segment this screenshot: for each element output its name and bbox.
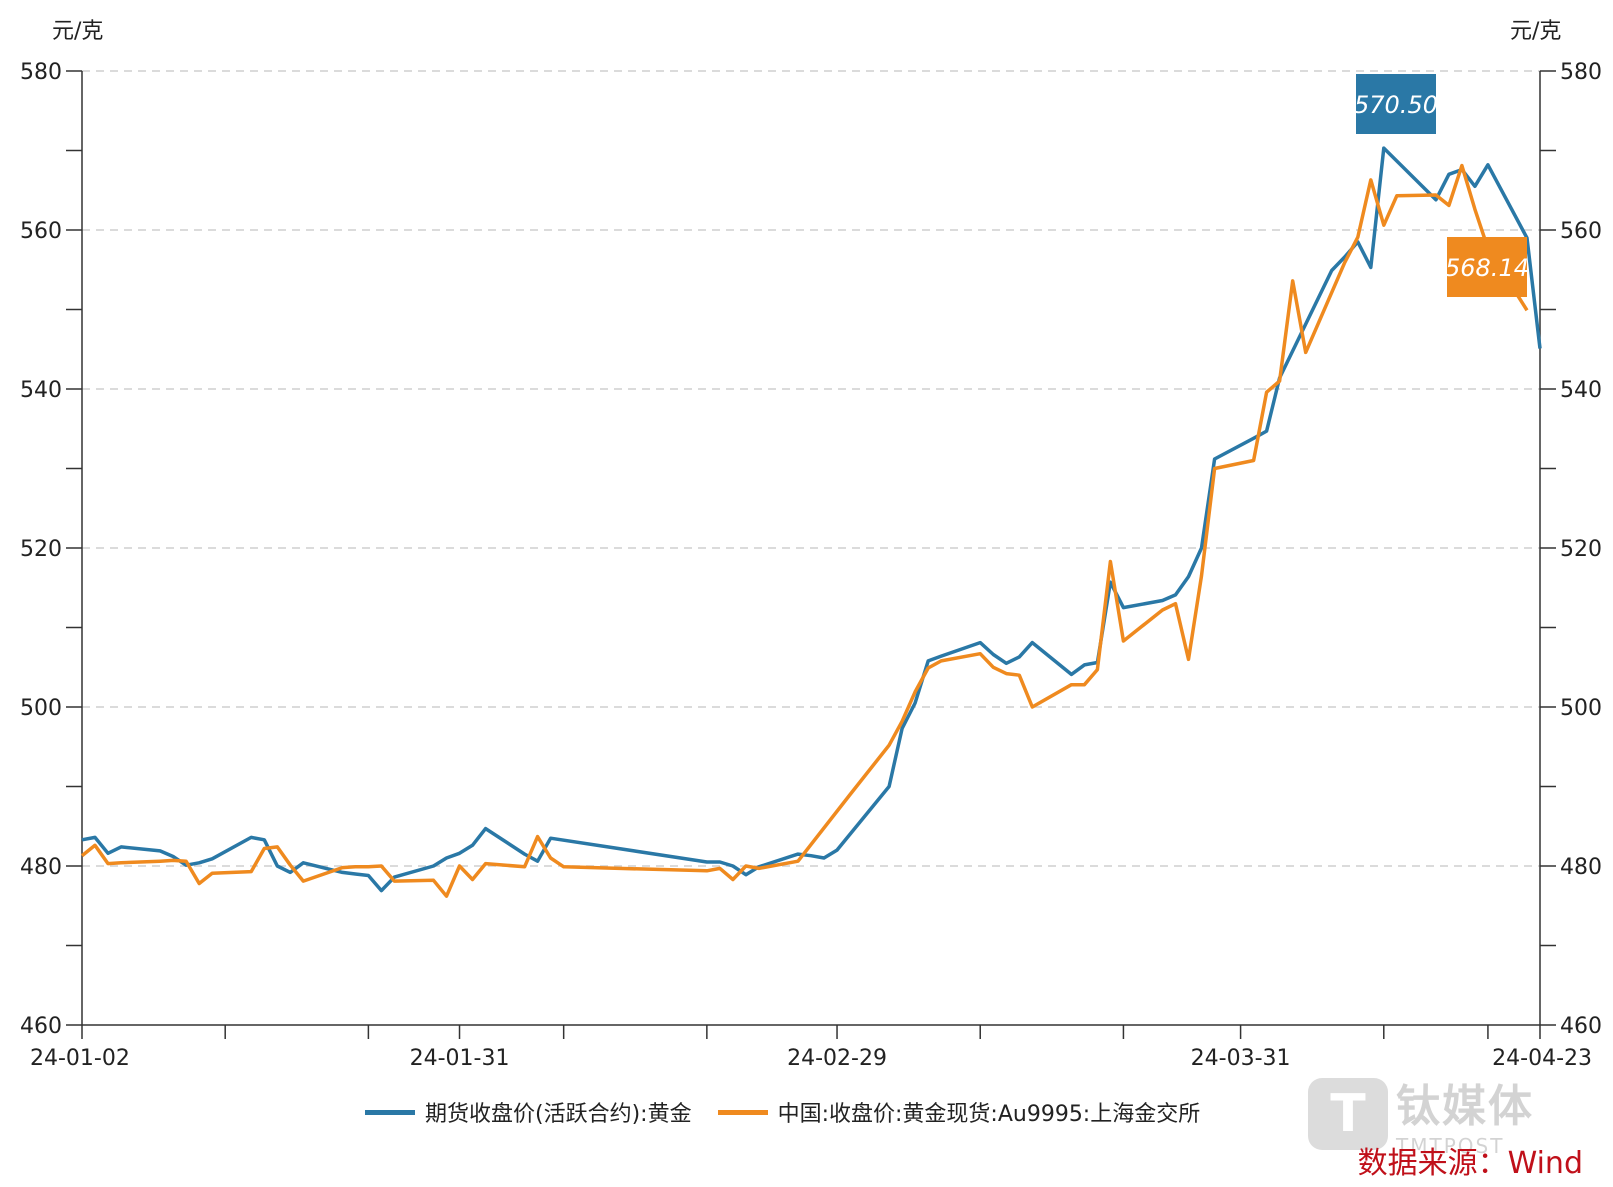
watermark-name-en: TMTPOST bbox=[1396, 1134, 1505, 1158]
legend-item-futures: 期货收盘价(活跃合约):黄金 bbox=[365, 1096, 692, 1128]
legend-item-spot: 中国:收盘价:黄金现货:Au9995:上海金交所 bbox=[717, 1096, 1201, 1128]
series-value-labels: 570.50 568.14 bbox=[1354, 74, 1529, 297]
watermark-name-cn: 钛媒体 bbox=[1396, 1081, 1534, 1132]
legend-label-spot: 中国:收盘价:黄金现货:Au9995:上海金交所 bbox=[777, 1102, 1201, 1127]
legend-label-futures: 期货收盘价(活跃合约):黄金 bbox=[425, 1102, 692, 1127]
gridlines bbox=[82, 70, 1540, 867]
x-tick-label: 24-04-23 bbox=[1492, 1046, 1592, 1071]
tmtpost-logo-text: 钛媒体 TMTPOST bbox=[1396, 1070, 1534, 1158]
x-tick-label: 24-02-29 bbox=[787, 1046, 887, 1071]
series-line-1 bbox=[80, 163, 1529, 898]
left-unit-label: 元/克 bbox=[52, 19, 103, 44]
x-tick-label: 24-01-31 bbox=[410, 1046, 510, 1071]
value-label-box-0 bbox=[1356, 74, 1436, 134]
y-tick-label-right: 480 bbox=[1560, 855, 1602, 880]
y-tick-label-right: 560 bbox=[1560, 219, 1602, 244]
value-label-box-1 bbox=[1447, 237, 1527, 297]
tmtpost-logo-icon: T bbox=[1308, 1078, 1388, 1150]
series-line-0 bbox=[81, 146, 1542, 893]
x-tick-label: 24-01-02 bbox=[30, 1046, 130, 1071]
right-unit-label: 元/克 bbox=[1510, 19, 1561, 44]
value-label-0: 570.50 bbox=[1354, 91, 1438, 119]
y-tick-label-right: 540 bbox=[1560, 378, 1602, 403]
y-tick-label-left: 460 bbox=[20, 1014, 62, 1039]
y-axis-ticks: 460 460 480 480 500 500 520 520 540 540 560 560 580 5… bbox=[20, 60, 1602, 1039]
data-source: 数据来源：Wind bbox=[1357, 1146, 1583, 1181]
y-tick-label-left: 500 bbox=[20, 696, 62, 721]
y-tick-label-right: 460 bbox=[1560, 1014, 1602, 1039]
y-tick-label-left: 560 bbox=[20, 219, 62, 244]
y-tick-label-right: 520 bbox=[1560, 537, 1602, 562]
tmtpost-watermark: T 钛媒体 TMTPOST bbox=[1308, 1070, 1534, 1158]
y-tick-label-left: 580 bbox=[20, 60, 62, 85]
y-tick-label-left: 480 bbox=[20, 855, 62, 880]
value-label-1: 568.14 bbox=[1445, 254, 1529, 282]
x-axis-ticks: 24-01-02 24-01-31 24-02-29 24-03-31 24-04-23 bbox=[30, 1025, 1592, 1071]
y-tick-label-left: 540 bbox=[20, 378, 62, 403]
y-tick-label-right: 500 bbox=[1560, 696, 1602, 721]
legend-swatch-spot bbox=[717, 1109, 768, 1115]
y-tick-label-left: 520 bbox=[20, 537, 62, 562]
legend: 期货收盘价(活跃合约):黄金 中国:收盘价:黄金现货:Au9995:上海金交所 bbox=[365, 1096, 1200, 1128]
x-tick-label: 24-03-31 bbox=[1191, 1046, 1291, 1071]
legend-swatch-futures bbox=[365, 1109, 415, 1115]
y-tick-label-right: 580 bbox=[1560, 60, 1602, 85]
series-lines bbox=[80, 146, 1542, 898]
